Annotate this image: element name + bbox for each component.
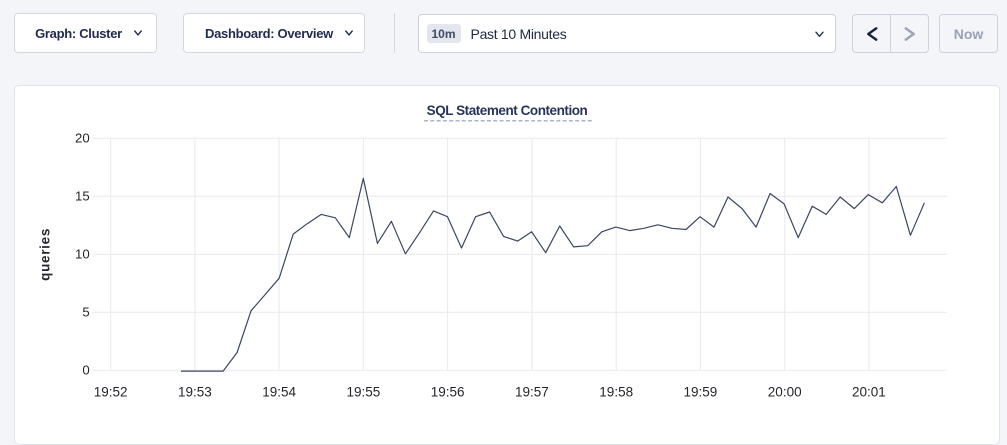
svg-text:5: 5 [82,304,89,319]
svg-text:19:53: 19:53 [178,384,212,399]
svg-text:20:00: 20:00 [768,384,802,399]
svg-text:0: 0 [82,362,89,377]
svg-text:19:54: 19:54 [262,384,296,399]
svg-text:20: 20 [75,130,90,145]
svg-text:20:01: 20:01 [852,384,886,399]
svg-text:10: 10 [75,246,90,261]
svg-text:19:57: 19:57 [515,384,549,399]
svg-text:19:55: 19:55 [347,384,381,399]
svg-text:19:58: 19:58 [599,384,633,399]
svg-text:queries: queries [38,228,53,281]
svg-text:19:59: 19:59 [684,384,718,399]
svg-text:19:52: 19:52 [94,384,128,399]
svg-text:19:56: 19:56 [431,384,465,399]
svg-text:15: 15 [75,188,90,203]
